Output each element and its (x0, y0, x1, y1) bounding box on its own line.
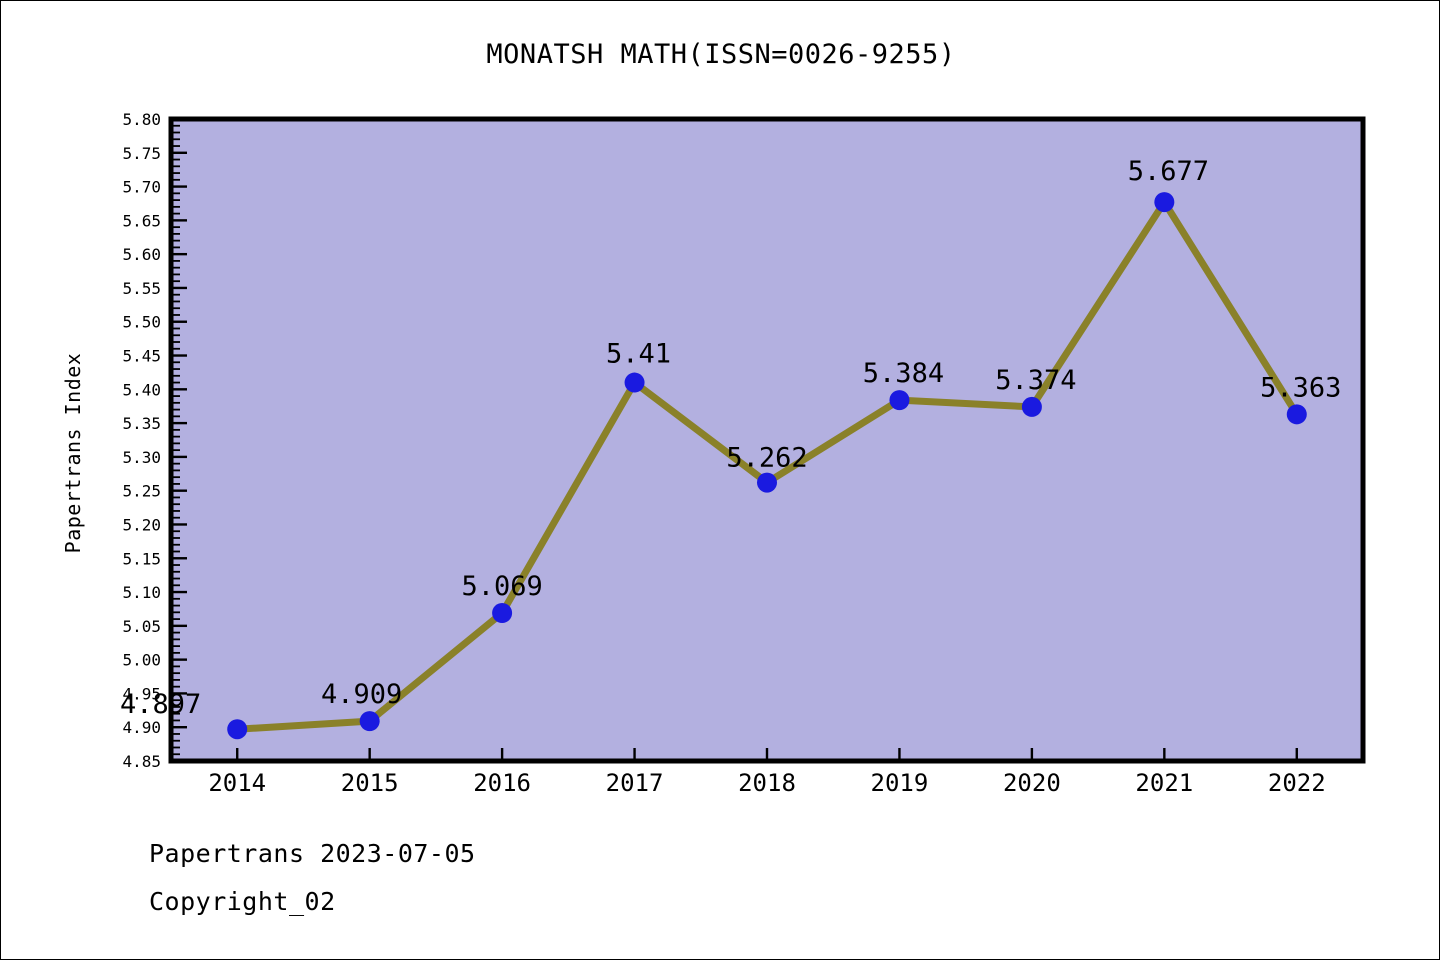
y-tick-label: 5.55 (122, 279, 161, 298)
x-tick-label: 2022 (1268, 769, 1326, 797)
y-tick-label: 5.80 (122, 110, 161, 129)
y-tick-label: 5.75 (122, 144, 161, 163)
plot-border (168, 116, 1366, 764)
data-point-label: 5.374 (995, 365, 1076, 396)
data-point-label: 4.909 (321, 679, 402, 710)
y-tick-label: 5.70 (122, 178, 161, 197)
data-point-marker (227, 719, 248, 740)
data-point-label: 5.384 (863, 358, 944, 389)
y-tick-label: 5.15 (122, 549, 161, 568)
data-point-marker (1286, 404, 1307, 425)
data-point-label: 5.363 (1260, 372, 1341, 403)
footer-date: Papertrans 2023-07-05 (149, 839, 476, 868)
data-point-label: 4.897 (120, 689, 201, 720)
y-tick-label: 5.40 (122, 380, 161, 399)
x-tick-label: 2018 (738, 769, 796, 797)
data-point-label: 5.41 (606, 339, 671, 370)
x-tick-label: 2016 (473, 769, 531, 797)
y-tick-label: 5.30 (122, 448, 161, 467)
data-point-label: 5.677 (1128, 156, 1209, 187)
y-tick-label: 5.00 (122, 651, 161, 670)
y-tick-label: 5.50 (122, 313, 161, 332)
y-tick-label: 4.85 (122, 752, 161, 771)
footer-copyright: Copyright_02 (149, 887, 336, 916)
x-tick-label: 2019 (871, 769, 929, 797)
y-tick-label: 5.65 (122, 211, 161, 230)
data-point-label: 5.069 (461, 571, 542, 602)
y-tick-label: 5.45 (122, 347, 161, 366)
y-tick-label: 5.05 (122, 617, 161, 636)
y-tick-label: 5.10 (122, 583, 161, 602)
data-point-marker (624, 372, 645, 393)
y-tick-label: 5.25 (122, 482, 161, 501)
y-tick-label: 5.60 (122, 245, 161, 264)
data-point-marker (492, 603, 513, 624)
y-tick-label: 4.95 (122, 684, 161, 703)
data-point-marker (1021, 396, 1042, 417)
y-tick-label: 5.20 (122, 515, 161, 534)
plot-background (171, 119, 1363, 761)
data-point-marker (1154, 192, 1175, 213)
x-tick-label: 2020 (1003, 769, 1061, 797)
y-tick-label: 4.90 (122, 718, 161, 737)
x-tick-label: 2015 (341, 769, 399, 797)
data-point-marker (889, 390, 910, 411)
x-tick-label: 2014 (208, 769, 266, 797)
chart-title: MONATSH MATH(ISSN=0026-9255) (486, 39, 956, 70)
data-point-label: 5.262 (726, 443, 807, 474)
data-point-marker (359, 711, 380, 732)
y-tick-label: 5.35 (122, 414, 161, 433)
x-tick-label: 2017 (606, 769, 664, 797)
data-point-marker (757, 472, 777, 493)
x-tick-label: 2021 (1135, 769, 1193, 797)
